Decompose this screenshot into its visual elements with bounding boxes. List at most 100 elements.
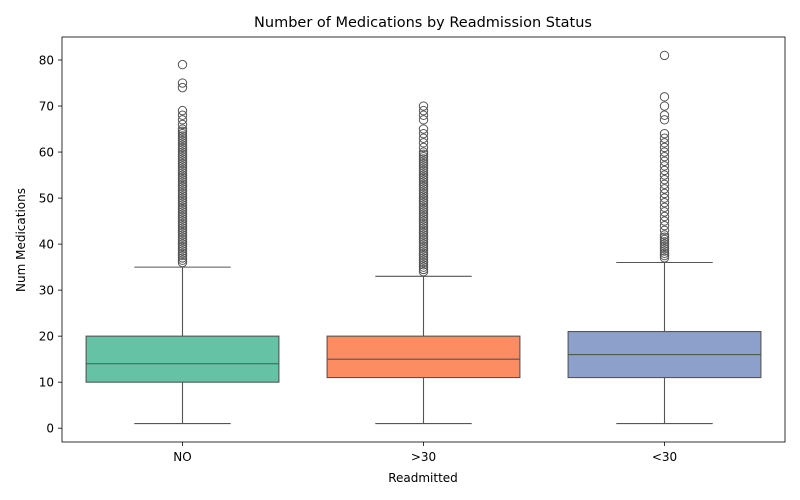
outlier-point [659,232,670,242]
outlier-point [177,172,188,183]
outlier-point [418,149,429,160]
outlier-point [418,161,429,171]
outlier-point [177,174,188,185]
outlier-point [659,216,670,226]
outlier-point [418,260,429,270]
outlier-point [418,154,429,164]
outlier-point [177,168,188,178]
outlier-point [418,248,429,259]
iqr-box [326,335,521,379]
outlier-point [418,214,429,224]
outlier-point [177,135,188,146]
outlier-point [177,188,188,199]
outlier-point [177,253,188,263]
outlier-point [177,78,188,88]
outlier-point [177,110,188,120]
outlier-point [418,179,429,189]
box-group-lt30 [567,50,762,425]
x-axis-title: Readmitted [388,471,458,485]
outlier-point [418,211,429,222]
outlier-point [418,209,429,219]
outlier-point [177,186,188,196]
outlier-point [659,179,670,189]
outlier-point [659,188,670,199]
outlier-point [418,128,429,139]
outlier-point [659,220,670,231]
outlier-point [177,193,188,203]
outlier-point [659,207,670,217]
outlier-point [418,200,429,210]
outlier-point [418,158,429,169]
outlier-point [418,220,429,231]
x-axis: NO >30 <30 [173,442,677,464]
outlier-point [177,250,188,261]
outlier-point [177,207,188,217]
outlier-point [177,237,188,247]
outlier-point [418,227,429,238]
outlier-point [659,147,670,157]
outlier-point [177,138,188,148]
outlier-point [659,115,670,125]
outlier-point [659,174,670,185]
outlier-point [177,161,188,171]
outlier-point [177,147,188,157]
outlier-point [659,244,670,254]
outlier-point [177,177,188,187]
outlier-point [418,165,429,176]
outlier-point [177,220,188,231]
outlier-point [418,147,429,157]
outlier-point [418,262,429,272]
outlier-point [418,174,429,185]
outlier-point [177,230,188,240]
outlier-point [177,255,188,265]
outlier-point [177,181,188,192]
y-tick-label: 20 [39,329,54,343]
outlier-point [418,115,429,125]
outlier-point [418,110,429,120]
outlier-point [177,232,188,242]
outlier-point [177,154,188,164]
outlier-point [659,248,670,259]
outlier-point [418,237,429,247]
outlier-point [418,191,429,201]
outlier-point [177,149,188,160]
outlier-point [418,186,429,196]
outlier-point [418,230,429,240]
outlier-point [418,105,429,116]
outlier-point [659,165,670,176]
outlier-point [177,184,188,194]
x-tick-label: NO [173,450,191,464]
outlier-point [177,105,188,116]
y-tick-label: 50 [39,191,54,205]
outlier-point [418,168,429,178]
outlier-point [177,124,188,134]
outlier-point [177,248,188,259]
outlier-point [177,165,188,176]
outlier-point [659,237,670,247]
outlier-point [418,172,429,183]
outlier-point [418,181,429,192]
boxes-layer [85,50,762,425]
y-tick-label: 60 [39,145,54,159]
outlier-point [418,264,429,275]
y-axis: 0 10 20 30 40 50 60 70 80 [39,53,62,435]
outlier-point [418,188,429,199]
outlier-point [418,193,429,203]
outlier-point [177,197,188,208]
x-tick-label: <30 [652,450,677,464]
outlier-point [659,50,670,61]
outlier-point [177,191,188,201]
outlier-point [418,257,429,268]
outlier-point [659,151,670,162]
outlier-point [418,225,429,235]
outlier-point [177,158,188,169]
outlier-point [659,161,670,171]
outlier-point [659,253,670,263]
y-axis-title: Num Medications [14,188,28,292]
x-tick-label: >30 [411,450,436,464]
outlier-point [659,142,670,153]
outlier-point [418,133,429,143]
outlier-point [177,225,188,235]
outlier-point [177,145,188,155]
